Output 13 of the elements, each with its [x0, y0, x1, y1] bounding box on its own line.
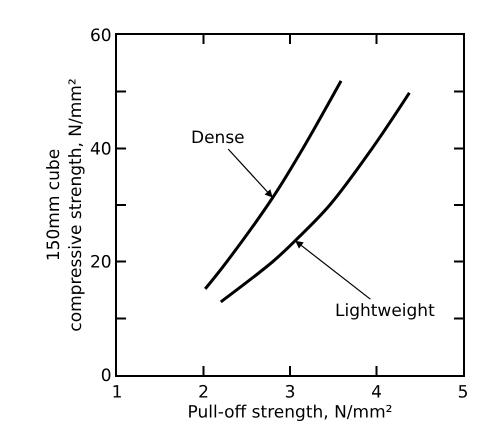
annotation: Dense	[191, 128, 245, 148]
y-tick-label: 40	[90, 139, 112, 160]
x-tick-label: 3	[284, 382, 296, 402]
x-axis-title: Pull-off strength, N/mm²	[188, 402, 392, 422]
y-tick-label: 60	[90, 26, 112, 46]
x-tick-label: 5	[458, 382, 468, 402]
x-tick-label: 1	[112, 382, 122, 402]
y-axis-title: 150mm cube compressive strength, N/mm²	[44, 78, 86, 332]
x-tick-label: 2	[198, 382, 209, 402]
y-tick-label: 20	[90, 252, 112, 273]
y-tick-label: 0	[100, 366, 112, 386]
annotation: Lightweight	[335, 301, 436, 321]
x-tick-label: 4	[371, 382, 382, 402]
